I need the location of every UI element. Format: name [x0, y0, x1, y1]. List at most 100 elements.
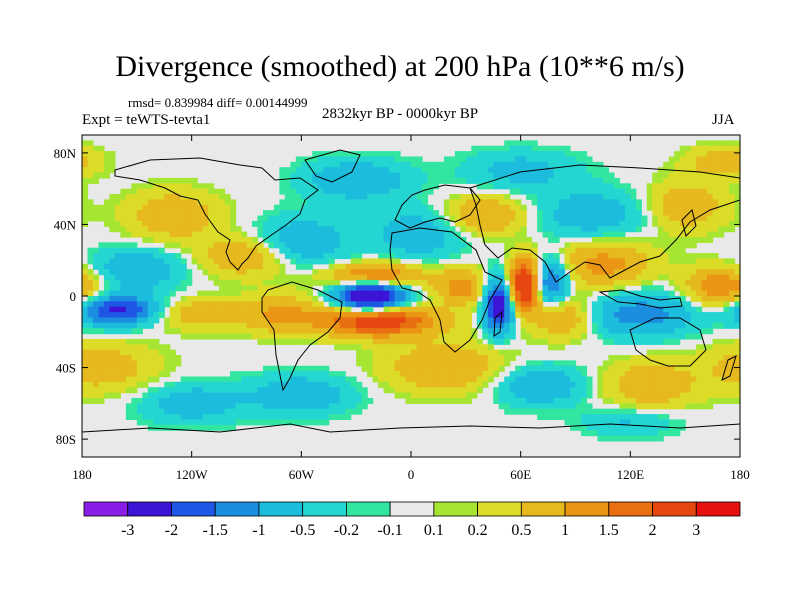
field-cell: [696, 317, 703, 324]
field-cell: [295, 419, 302, 426]
field-cell: [559, 306, 566, 313]
field-cell: [498, 392, 505, 399]
field-cell: [147, 312, 154, 319]
field-cell: [312, 312, 319, 319]
field-cell: [707, 172, 714, 179]
field-cell: [251, 387, 259, 394]
field-cell: [674, 274, 681, 281]
field-cell: [443, 226, 450, 233]
field-cell: [575, 397, 582, 404]
field-cell: [153, 387, 160, 394]
field-cell: [361, 397, 368, 404]
field-cell: [312, 151, 319, 158]
field-cell: [559, 403, 566, 410]
field-cell: [301, 317, 308, 324]
field-cell: [235, 269, 242, 276]
field-cell: [575, 199, 582, 206]
field-cell: [356, 210, 363, 217]
field-cell: [624, 306, 631, 313]
field-cell: [526, 269, 533, 276]
field-cell: [476, 156, 483, 163]
field-cell: [559, 381, 566, 388]
field-cell: [411, 242, 418, 249]
field-cell: [350, 177, 357, 184]
field-cell: [504, 322, 511, 329]
field-cell: [630, 242, 637, 249]
field-cell: [378, 317, 385, 324]
field-cell: [531, 397, 538, 404]
field-cell: [531, 247, 538, 254]
field-cell: [383, 338, 390, 345]
field-cell: [339, 381, 346, 388]
field-cell: [427, 274, 434, 281]
field-cell: [405, 263, 412, 270]
field-cell: [509, 247, 516, 254]
field-cell: [361, 226, 368, 233]
field-cell: [668, 328, 675, 335]
field-cell: [147, 317, 154, 324]
field-cell: [509, 220, 516, 227]
field-cell: [421, 397, 429, 404]
field-cell: [82, 269, 89, 276]
field-cell: [125, 247, 132, 254]
field-cell: [197, 183, 204, 190]
field-cell: [273, 301, 280, 308]
field-cell: [103, 328, 111, 335]
field-cell: [427, 285, 434, 292]
field-cell: [712, 274, 719, 281]
field-cell: [553, 258, 560, 265]
field-cell: [679, 199, 686, 206]
field-cell: [553, 226, 560, 233]
field-cell: [531, 371, 538, 378]
field-cell: [723, 365, 730, 372]
field-cell: [378, 258, 385, 265]
field-cell: [284, 306, 291, 313]
field-cell: [372, 210, 379, 217]
field-cell: [251, 247, 259, 254]
field-cell: [120, 360, 127, 367]
field-cell: [273, 392, 280, 399]
field-cell: [279, 306, 286, 313]
field-cell: [109, 253, 116, 260]
field-cell: [224, 333, 231, 340]
field-cell: [87, 365, 94, 372]
field-cell: [164, 274, 171, 281]
field-cell: [537, 365, 544, 372]
field-cell: [186, 177, 193, 184]
field-cell: [526, 376, 533, 383]
field-cell: [591, 215, 599, 222]
field-cell: [394, 231, 401, 238]
field-cell: [608, 220, 615, 227]
field-cell: [114, 317, 121, 324]
field-cell: [487, 279, 494, 286]
field-cell: [657, 167, 664, 174]
field-cell: [306, 231, 313, 238]
field-cell: [301, 408, 308, 415]
field-cell: [712, 172, 719, 179]
field-cell: [690, 306, 697, 313]
field-cell: [405, 167, 412, 174]
field-cell: [427, 322, 434, 329]
field-cell: [674, 360, 681, 367]
field-cell: [432, 279, 440, 286]
field-cell: [471, 344, 478, 351]
field-cell: [213, 210, 220, 217]
field-cell: [306, 220, 313, 227]
field-cell: [169, 322, 176, 329]
field-cell: [427, 306, 434, 313]
field-cell: [498, 269, 505, 276]
field-cell: [317, 403, 324, 410]
field-cell: [416, 328, 423, 335]
field-cell: [328, 408, 335, 415]
field-cell: [723, 151, 730, 158]
field-cell: [559, 333, 566, 340]
field-cell: [564, 365, 571, 372]
field-cell: [559, 290, 566, 297]
field-cell: [537, 167, 544, 174]
field-cell: [608, 424, 615, 431]
field-cell: [301, 312, 308, 319]
field-cell: [591, 172, 599, 179]
field-cell: [389, 247, 396, 254]
field-cell: [498, 172, 505, 179]
field-cell: [246, 397, 253, 404]
